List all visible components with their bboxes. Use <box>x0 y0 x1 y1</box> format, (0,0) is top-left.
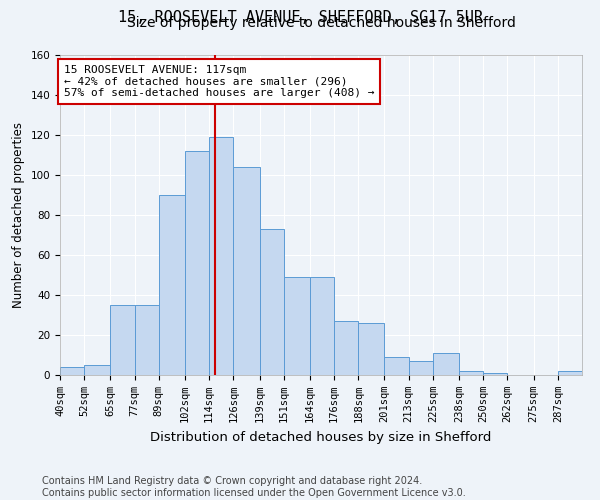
Text: 15, ROOSEVELT AVENUE, SHEFFORD, SG17 5UR: 15, ROOSEVELT AVENUE, SHEFFORD, SG17 5UR <box>118 10 482 25</box>
Bar <box>260 229 284 375</box>
Bar <box>483 373 508 375</box>
Text: 15 ROOSEVELT AVENUE: 117sqm
← 42% of detached houses are smaller (296)
57% of se: 15 ROOSEVELT AVENUE: 117sqm ← 42% of det… <box>64 65 374 98</box>
Bar <box>284 277 310 375</box>
Bar <box>233 167 260 375</box>
Y-axis label: Number of detached properties: Number of detached properties <box>12 122 25 308</box>
Bar <box>185 151 209 375</box>
Bar <box>385 357 409 375</box>
Bar <box>310 277 334 375</box>
Bar <box>433 353 459 375</box>
Bar <box>60 367 84 375</box>
Bar <box>110 305 134 375</box>
Bar <box>209 137 233 375</box>
Bar <box>159 195 185 375</box>
Bar <box>334 321 358 375</box>
Text: Contains HM Land Registry data © Crown copyright and database right 2024.
Contai: Contains HM Land Registry data © Crown c… <box>42 476 466 498</box>
X-axis label: Distribution of detached houses by size in Shefford: Distribution of detached houses by size … <box>151 430 491 444</box>
Title: Size of property relative to detached houses in Shefford: Size of property relative to detached ho… <box>127 16 515 30</box>
Bar <box>134 305 159 375</box>
Bar <box>84 365 110 375</box>
Bar <box>459 371 483 375</box>
Bar <box>558 371 582 375</box>
Bar <box>358 323 385 375</box>
Bar <box>409 361 433 375</box>
